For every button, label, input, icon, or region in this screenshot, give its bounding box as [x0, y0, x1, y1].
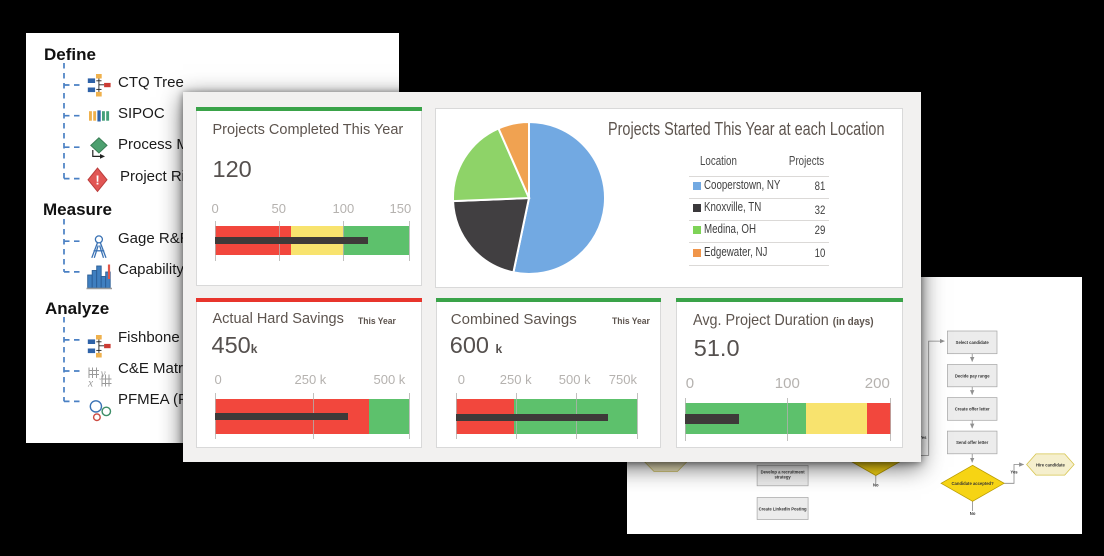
svg-text:Select candidate: Select candidate [956, 340, 990, 345]
svg-text:Yes: Yes [1010, 470, 1018, 475]
svg-text:No: No [873, 483, 879, 488]
svg-text:y: y [100, 368, 107, 380]
svg-text:strategy: strategy [774, 475, 791, 480]
svg-text:Decide pay range: Decide pay range [955, 374, 990, 379]
svg-text:Develop a recruitment: Develop a recruitment [761, 470, 806, 475]
svg-text:Candidate accepted?: Candidate accepted? [952, 481, 995, 486]
svg-text:!: ! [95, 173, 99, 188]
svg-text:No: No [970, 511, 976, 516]
svg-text:Hire candidate: Hire candidate [1036, 462, 1066, 467]
svg-text:Yes: Yes [919, 435, 927, 440]
svg-text:x: x [87, 378, 94, 390]
svg-text:Create offer letter: Create offer letter [955, 407, 990, 412]
svg-text:Create LinkedIn Posting: Create LinkedIn Posting [759, 507, 807, 512]
svg-text:Send offer letter: Send offer letter [956, 440, 988, 445]
